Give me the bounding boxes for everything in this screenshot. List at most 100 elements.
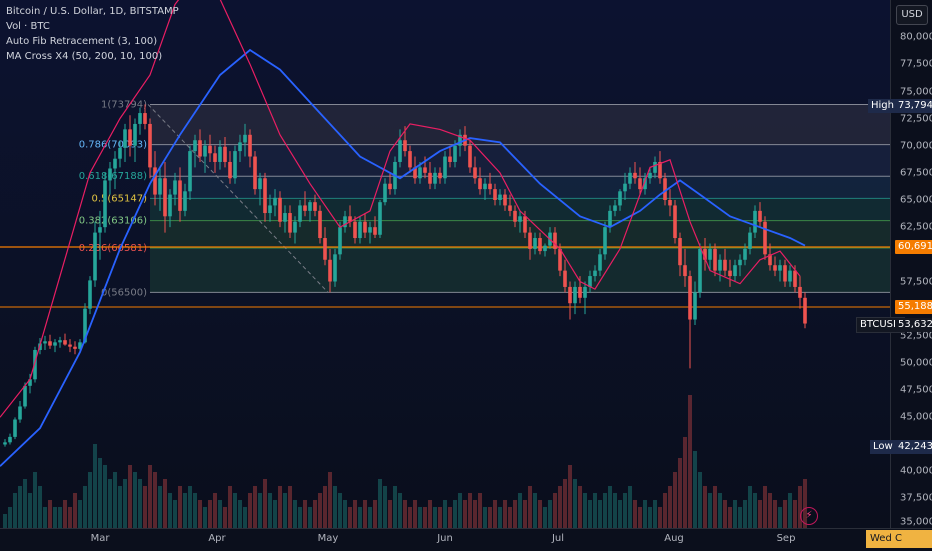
volume-bar: [103, 465, 107, 528]
candle-body: [243, 134, 247, 143]
candle-body: [733, 265, 737, 277]
candle-body: [8, 436, 12, 443]
volume-bar: [463, 500, 467, 528]
legend-title[interactable]: Bitcoin / U.S. Dollar, 1D, BITSTAMP: [6, 6, 179, 17]
volume-bar: [708, 493, 712, 528]
candle-body: [138, 113, 142, 124]
volume-bar: [143, 486, 147, 528]
candle-body: [623, 183, 627, 192]
candle-body: [93, 232, 97, 281]
volume-bar: [453, 500, 457, 528]
fib-label: 0.236(60581): [79, 243, 147, 254]
candle-body: [668, 200, 672, 206]
price-tick: 57,500: [900, 276, 932, 288]
time-axis[interactable]: [0, 528, 932, 551]
volume-bar: [3, 514, 7, 528]
chart-area[interactable]: 1(73794) 0.786(70093) 0.618(67188) 0.5(6514…: [0, 0, 890, 528]
candle-body: [423, 167, 427, 173]
volume-bar: [358, 507, 362, 528]
volume-bar: [158, 486, 162, 528]
candle-body: [108, 168, 112, 181]
legend-volume[interactable]: Vol · BTC: [6, 21, 50, 32]
volume-bar: [248, 493, 252, 528]
candle-body: [83, 308, 87, 343]
candle-body: [173, 180, 177, 195]
legend-fib[interactable]: Auto Fib Retracement (3, 100): [6, 36, 158, 47]
candle-body: [738, 259, 742, 266]
ma-slow-line: [0, 48, 806, 467]
candle-body: [563, 270, 567, 287]
volume-bar: [8, 507, 12, 528]
candle-body: [693, 292, 697, 320]
volume-bar: [653, 500, 657, 528]
candle-body: [338, 227, 342, 255]
ma-fast-line: [0, 0, 801, 418]
volume-bar: [23, 479, 27, 528]
candle-body: [388, 183, 392, 190]
candle-body: [168, 194, 172, 217]
volume-bar: [728, 507, 732, 528]
candle-body: [743, 248, 747, 260]
volume-bar: [348, 507, 352, 528]
volume-bar: [138, 479, 142, 528]
volume-bar: [533, 493, 537, 528]
legend-ma-cross[interactable]: MA Cross X4 (50, 200, 10, 100): [6, 51, 163, 62]
volume-bar: [773, 500, 777, 528]
volume-bar: [543, 507, 547, 528]
candle-body: [443, 156, 447, 179]
volume-bar: [538, 500, 542, 528]
candle-body: [193, 140, 197, 152]
volume-bar: [228, 486, 232, 528]
candle-body: [583, 286, 587, 298]
volume-bar: [383, 486, 387, 528]
volume-bar: [273, 500, 277, 528]
candle-body: [233, 151, 237, 179]
candle-body: [328, 259, 332, 282]
volume-bar: [373, 500, 377, 528]
time-label: Jul: [551, 533, 565, 544]
currency-button[interactable]: USD: [896, 5, 928, 25]
volume-bar: [133, 472, 137, 528]
candle-body: [128, 129, 132, 146]
candle-body: [103, 180, 107, 228]
volume-bar: [623, 493, 627, 528]
candle-body: [728, 270, 732, 277]
high-badge: 73,794: [895, 99, 932, 113]
price-tick: 45,000: [900, 411, 932, 423]
candle-body: [288, 213, 292, 233]
candle-body: [268, 205, 272, 214]
volume-bar: [788, 493, 792, 528]
high-tag: High: [868, 99, 897, 113]
fib-label: 0.618(67188): [79, 171, 147, 182]
volume-bar: [243, 507, 247, 528]
volume-bar: [588, 500, 592, 528]
volume-bar: [763, 486, 767, 528]
candle-body: [153, 167, 157, 195]
price-tick: 50,000: [900, 357, 932, 369]
price-chart[interactable]: 1(73794) 0.786(70093) 0.618(67188) 0.5(6514…: [0, 0, 890, 528]
volume-bar: [93, 444, 97, 528]
volume-bar: [393, 486, 397, 528]
volume-bar: [698, 472, 702, 528]
volume-bar: [613, 493, 617, 528]
low-badge: 42,243: [895, 440, 932, 454]
candle-body: [413, 167, 417, 179]
volume-bar: [118, 486, 122, 528]
candle-body: [253, 156, 257, 190]
candle-body: [183, 191, 187, 211]
candle-body: [678, 238, 682, 266]
volume-bar: [198, 500, 202, 528]
volume-bar: [233, 493, 237, 528]
candle-body: [478, 178, 482, 190]
candle-body: [653, 161, 657, 173]
lightning-icon[interactable]: ⚡: [800, 507, 818, 525]
volume-bar: [263, 479, 267, 528]
volume-bar: [603, 493, 607, 528]
candle-body: [88, 280, 92, 309]
candle-body: [318, 210, 322, 239]
candle-body: [688, 276, 692, 320]
candle-body: [178, 180, 182, 211]
candle-body: [298, 205, 302, 222]
candle-body: [143, 113, 147, 124]
candle-body: [483, 183, 487, 190]
